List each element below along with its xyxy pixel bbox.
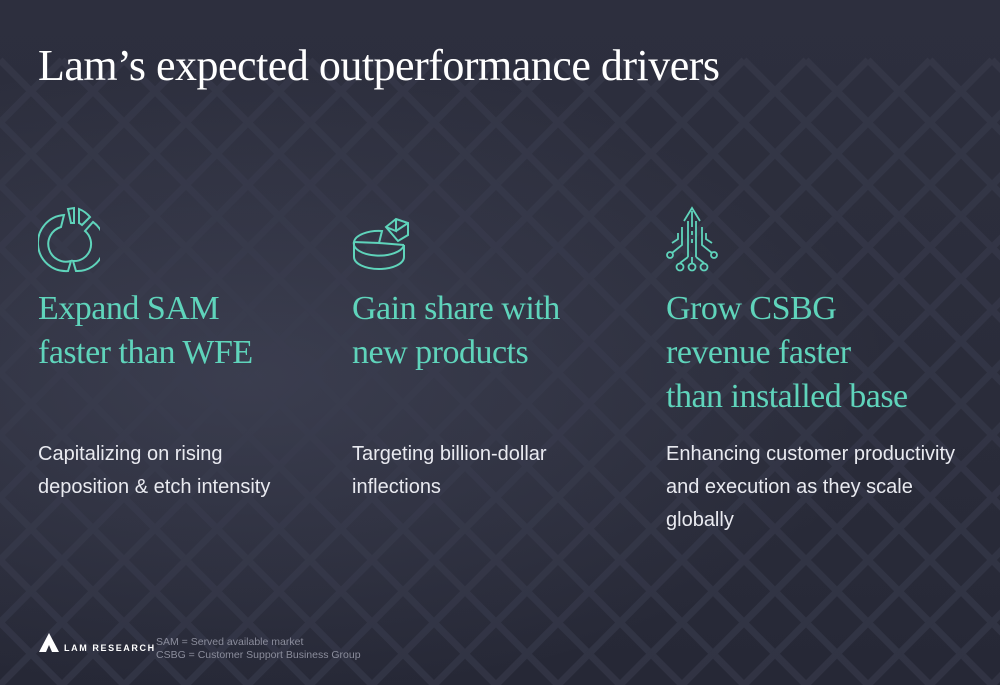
- driver-grow-csbg: Grow CSBG revenue faster than installed …: [666, 205, 966, 419]
- heading-line: new products: [352, 334, 529, 371]
- pie-chart-segments-icon: [38, 206, 100, 273]
- heading-line: Gain share with: [352, 290, 560, 327]
- lam-logo-icon: [39, 633, 59, 652]
- driver-heading: Grow CSBG revenue faster than installed …: [666, 287, 966, 419]
- heading-line: Grow CSBG: [666, 290, 837, 327]
- heading-line: revenue faster: [666, 334, 851, 371]
- description-line: Capitalizing on rising: [38, 443, 223, 465]
- driver-heading: Gain share with new products: [352, 287, 652, 375]
- footnote: CSBG = Customer Support Business Group: [156, 649, 361, 661]
- heading-line: than installed base: [666, 378, 908, 415]
- brand-name: LAM RESEARCH: [64, 643, 156, 653]
- description-line: Enhancing customer productivity: [666, 443, 956, 465]
- description-line: globally: [666, 509, 734, 531]
- page-title: Lam’s expected outperformance drivers: [38, 41, 720, 90]
- heading-line: Expand SAM: [38, 290, 220, 327]
- driver-description: Targeting billion-dollar inflections: [352, 438, 642, 504]
- 3d-pie-chart-icon: [352, 217, 409, 270]
- driver-gain-share: Gain share with new products: [352, 205, 652, 375]
- description-line: and execution as they scale: [666, 476, 913, 498]
- footnotes: SAM = Served available market CSBG = Cus…: [156, 636, 361, 662]
- circuit-arrow-up-icon: [666, 206, 718, 272]
- heading-line: faster than WFE: [38, 334, 253, 371]
- description-line: inflections: [352, 476, 441, 498]
- description-line: deposition & etch intensity: [38, 476, 271, 498]
- driver-heading: Expand SAM faster than WFE: [38, 287, 338, 375]
- driver-description: Enhancing customer productivity and exec…: [666, 438, 956, 537]
- description-line: Targeting billion-dollar: [352, 443, 547, 465]
- driver-expand-sam: Expand SAM faster than WFE: [38, 205, 338, 375]
- driver-description: Capitalizing on rising deposition & etch…: [38, 438, 328, 504]
- footnote: SAM = Served available market: [156, 636, 304, 648]
